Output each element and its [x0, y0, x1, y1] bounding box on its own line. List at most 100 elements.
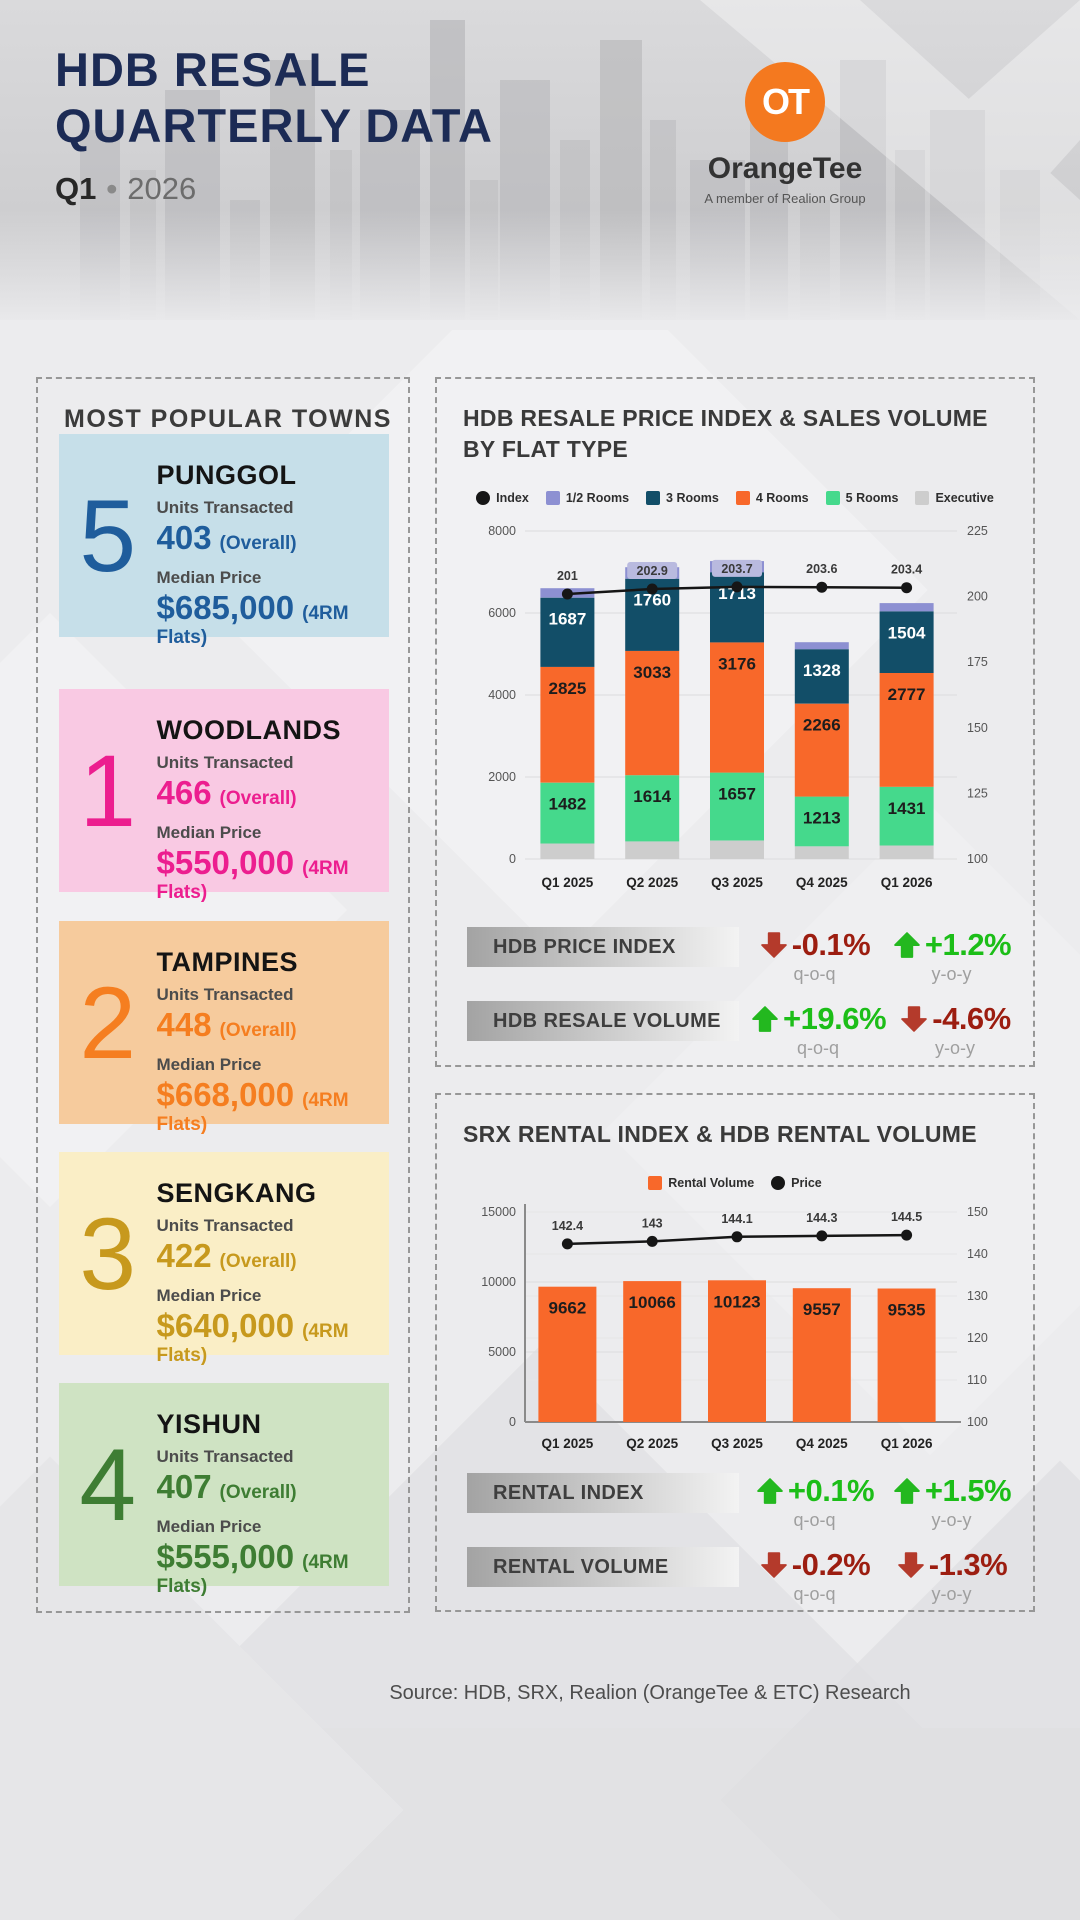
price-label: Median Price	[156, 568, 262, 587]
svg-text:1614: 1614	[633, 787, 671, 806]
legend-item: 1/2 Rooms	[545, 491, 630, 506]
svg-text:140: 140	[967, 1247, 988, 1261]
svg-text:175: 175	[967, 655, 988, 669]
town-name: TAMPINES	[156, 947, 298, 977]
town-rank: 1	[79, 733, 137, 848]
town-rank: 5	[79, 478, 137, 593]
svg-text:Q3 2025: Q3 2025	[711, 875, 763, 890]
units-label: Units Transacted	[156, 1216, 294, 1235]
svg-text:150: 150	[967, 721, 988, 735]
svg-text:10000: 10000	[481, 1275, 516, 1289]
svg-text:2777: 2777	[888, 685, 926, 704]
svg-text:Q1 2026: Q1 2026	[881, 875, 933, 890]
resale-chart: 8000 6000 4000 2000 0 225 200 175 150 125 100 1482 2…	[455, 511, 1015, 907]
svg-text:3176: 3176	[718, 654, 756, 673]
legend-item: Price	[771, 1176, 822, 1191]
period-label: q-o-q	[796, 1038, 840, 1058]
svg-text:Q1 2026: Q1 2026	[881, 1436, 933, 1451]
svg-text:203.7: 203.7	[721, 562, 752, 576]
svg-text:144.1: 144.1	[721, 1212, 752, 1226]
svg-text:201: 201	[557, 569, 578, 583]
stat-row: RENTAL INDEX +0.1% q-o-q +1.5% y-o-y	[467, 1473, 1013, 1531]
legend-label: Rental Volume	[668, 1176, 755, 1191]
period-label: q-o-q	[793, 1584, 836, 1604]
price-value: $685,000	[156, 589, 295, 626]
rental-chart-svg: 15000 10000 5000 0 150 140 130 120 110 100 9662 Q1 …	[481, 1204, 988, 1451]
legend-label: Index	[496, 491, 529, 506]
stat-row: HDB PRICE INDEX -0.1% q-o-q +1.2% y-o-y	[467, 927, 1013, 985]
legend-label: Executive	[935, 491, 994, 506]
units-label: Units Transacted	[156, 498, 294, 517]
town-card: 5 PUNGGOL Units Transacted 403 (Overall) …	[59, 434, 389, 648]
period-label: q-o-q	[793, 964, 836, 984]
svg-text:100: 100	[967, 852, 988, 866]
stat-value: -4.6%	[932, 1001, 1011, 1036]
town-rank: 3	[79, 1196, 137, 1311]
svg-text:Q3 2025: Q3 2025	[711, 1436, 763, 1451]
units-value: 422	[156, 1237, 212, 1274]
header-fade	[0, 210, 1080, 330]
quarter-label: Q1 • 2026	[55, 171, 493, 207]
resale-chart-svg: 8000 6000 4000 2000 0 225 200 175 150 125 100 1482 2…	[488, 524, 988, 890]
trend-arrow-icon	[892, 930, 922, 960]
svg-text:203.6: 203.6	[806, 562, 837, 576]
units-value: 403	[156, 519, 212, 556]
legend-item: Rental Volume	[648, 1176, 755, 1191]
price-label: Median Price	[156, 1517, 262, 1536]
stat-label: RENTAL VOLUME	[467, 1547, 739, 1587]
source-note: Source: HDB, SRX, Realion (OrangeTee & E…	[389, 1682, 911, 1704]
trend-arrow-icon	[759, 930, 789, 960]
legend-label: Price	[791, 1176, 822, 1191]
svg-text:2825: 2825	[548, 679, 586, 698]
town-card: 3 SENGKANG Units Transacted 422 (Overall)…	[59, 1152, 389, 1366]
quarter: Q1	[55, 170, 97, 206]
stat-label: HDB RESALE VOLUME	[467, 1001, 739, 1041]
svg-text:0: 0	[509, 1415, 516, 1429]
town-rank: 2	[79, 965, 137, 1080]
logo-brand: OrangeTee	[707, 152, 863, 185]
orangetee-logo: OT OrangeTee A member of Realion Group	[700, 62, 870, 206]
price-label: Median Price	[156, 1055, 262, 1074]
stat-row: RENTAL VOLUME -0.2% q-o-q -1.3% y-o-y	[467, 1547, 1013, 1605]
town-name: PUNGGOL	[156, 460, 297, 490]
svg-text:144.5: 144.5	[891, 1210, 922, 1224]
svg-text:10066: 10066	[629, 1293, 676, 1312]
town-card: 2 TAMPINES Units Transacted 448 (Overall)…	[59, 921, 389, 1135]
trend-arrow-icon	[755, 1476, 785, 1506]
units-value: 448	[156, 1006, 212, 1043]
title-line-2: QUARTERLY DATA	[55, 99, 493, 153]
separator-dot: •	[106, 170, 118, 206]
stat-row: HDB RESALE VOLUME +19.6% q-o-q -4.6% y-o…	[467, 1001, 1013, 1059]
trend-arrow-icon	[750, 1004, 780, 1034]
town-name: WOODLANDS	[156, 715, 341, 745]
price-label: Median Price	[156, 1286, 262, 1305]
stat-yoy: +1.5% y-o-y	[890, 1473, 1013, 1531]
rental-legend: Rental Volume Price	[437, 1176, 1033, 1191]
period-label: y-o-y	[935, 1038, 975, 1058]
stat-yoy: -4.6% y-o-y	[897, 1001, 1013, 1059]
svg-text:150: 150	[967, 1205, 988, 1219]
units-suffix: (Overall)	[219, 1251, 297, 1272]
svg-text:Q1 2025: Q1 2025	[542, 1436, 594, 1451]
legend-square-icon	[735, 491, 750, 506]
legend-item: Executive	[915, 491, 994, 506]
svg-text:1504: 1504	[888, 623, 926, 642]
trend-arrow-icon	[759, 1550, 789, 1580]
legend-square-icon	[648, 1176, 663, 1191]
rental-chart: 15000 10000 5000 0 150 140 130 120 110 100 9662 Q1 …	[455, 1196, 1015, 1468]
legend-label: 1/2 Rooms	[565, 491, 630, 506]
svg-text:9662: 9662	[548, 1299, 586, 1318]
rental-panel-title: SRX RENTAL INDEX & HDB RENTAL VOLUME	[463, 1121, 977, 1147]
town-card: 1 WOODLANDS Units Transacted 466 (Overall…	[59, 689, 389, 903]
svg-text:1657: 1657	[718, 785, 756, 804]
svg-text:142.4: 142.4	[552, 1219, 583, 1233]
svg-text:144.3: 144.3	[806, 1211, 837, 1225]
year: 2026	[127, 170, 197, 206]
svg-text:2266: 2266	[803, 716, 841, 735]
svg-text:5000: 5000	[488, 1345, 516, 1359]
rental-stats: RENTAL INDEX +0.1% q-o-q +1.5% y-o-y REN…	[467, 1473, 1013, 1621]
svg-text:200: 200	[967, 590, 988, 604]
svg-text:9557: 9557	[803, 1300, 841, 1319]
svg-text:Q1 2025: Q1 2025	[542, 875, 594, 890]
svg-text:4000: 4000	[488, 688, 516, 702]
